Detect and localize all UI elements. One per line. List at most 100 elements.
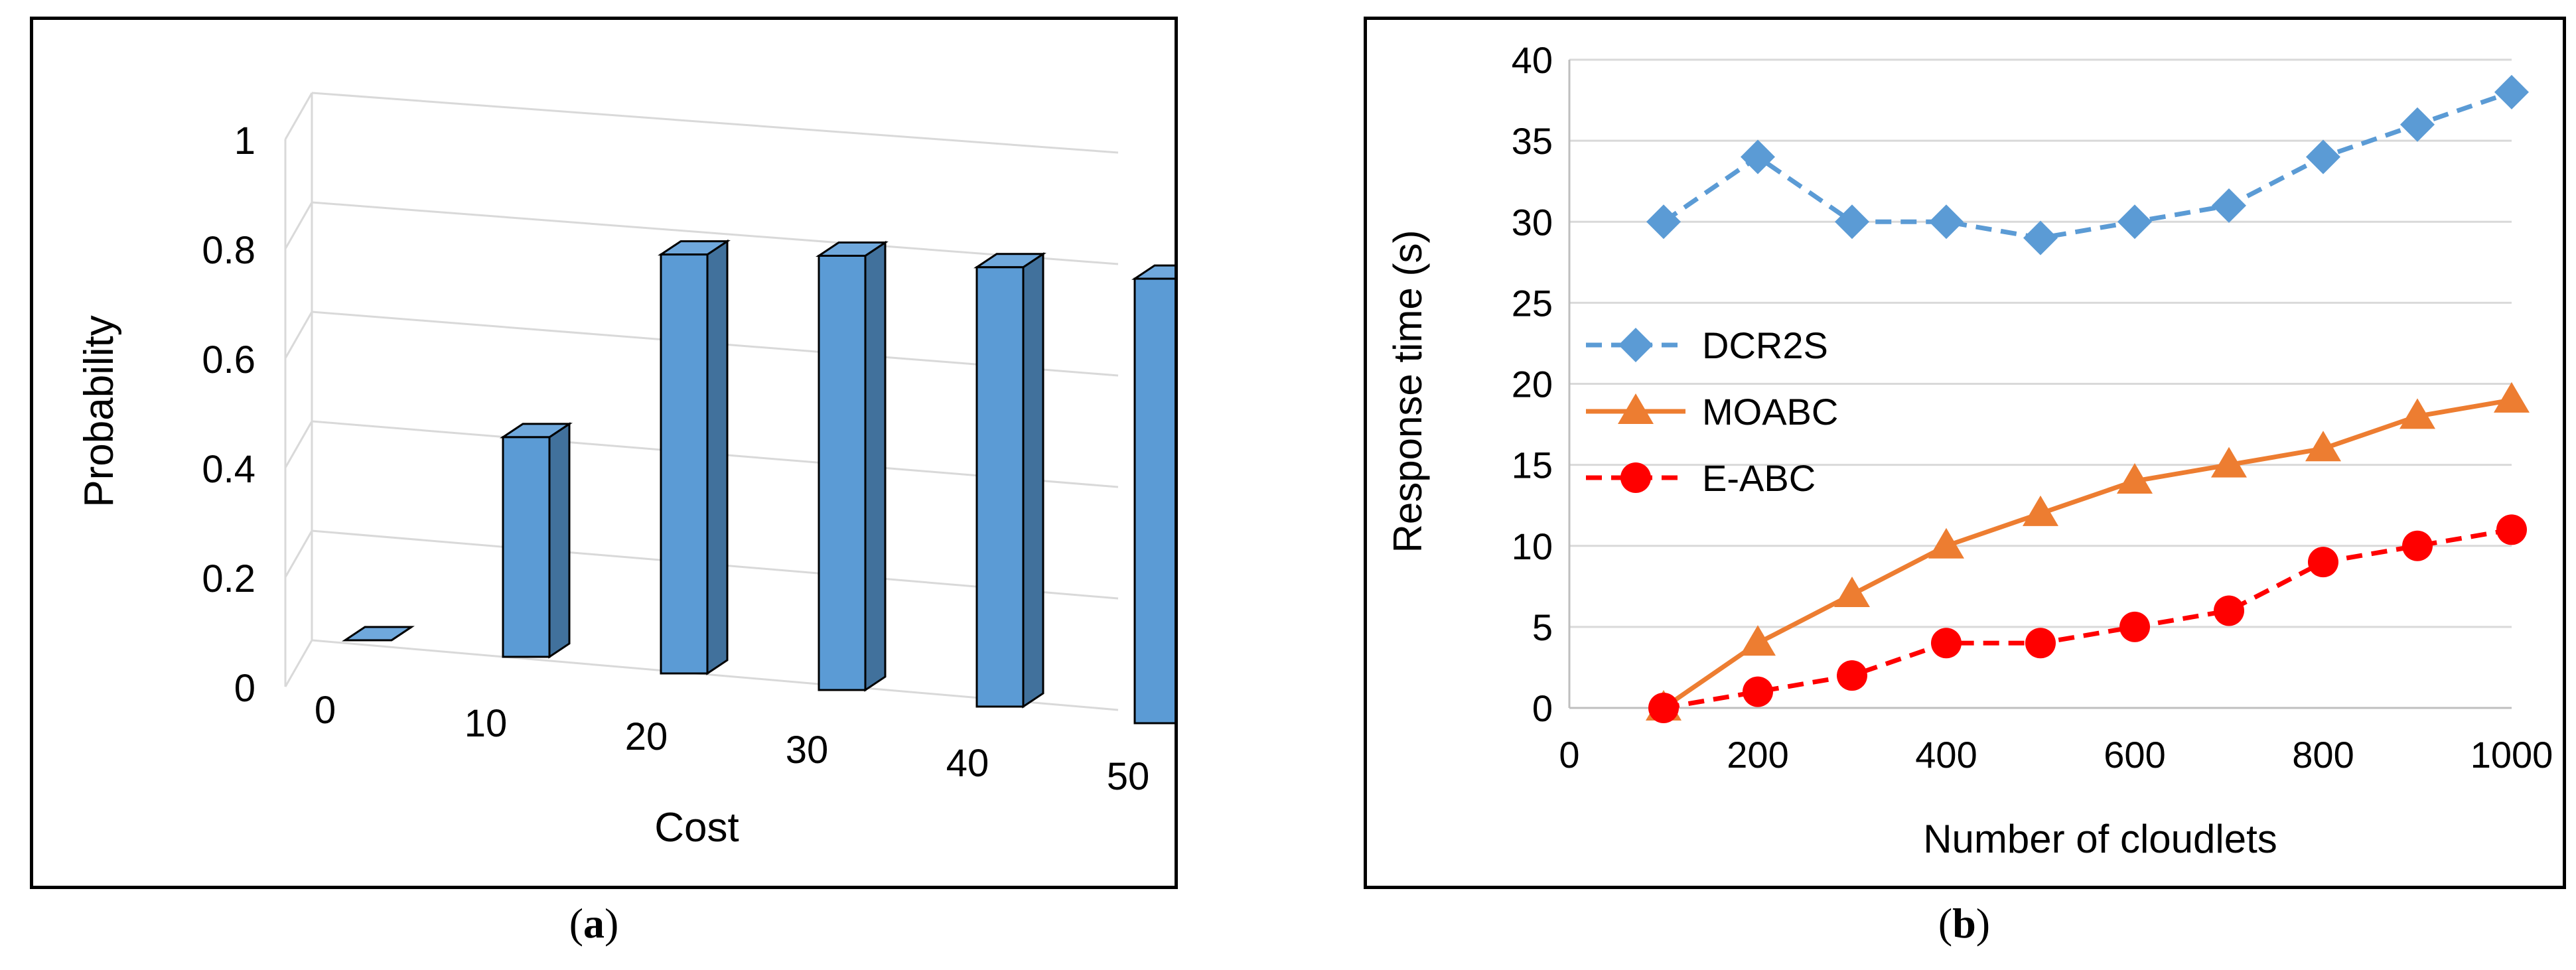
chart-b-y-tick-label: 35	[1512, 120, 1553, 162]
chart-b-x-tick-label: 400	[1915, 734, 1977, 776]
chart-a-x-tick-label: 30	[786, 728, 829, 772]
panel-a-caption-open: (	[569, 900, 583, 947]
chart-b-y-tick-labels: 0 5 10 15 20 25 30 35 40	[1512, 39, 1553, 729]
series-moabc-point	[2494, 381, 2530, 413]
chart-b-x-tick-label: 800	[2292, 734, 2354, 776]
chart-a-bar	[342, 626, 415, 642]
chart-b-x-tick-label: 200	[1727, 734, 1788, 776]
series-e-abc-point	[2025, 628, 2056, 659]
chart-a-bar-top	[342, 626, 415, 642]
chart-b-x-tick-label: 0	[1559, 734, 1579, 776]
chart-a-bar-side	[1022, 251, 1044, 709]
chart-b-y-tick-label: 0	[1532, 687, 1553, 729]
chart-a-y-tick-label: 0.8	[202, 229, 255, 272]
legend-moabc-label: MOABC	[1702, 391, 1838, 433]
series-dcr2s	[1646, 74, 2529, 255]
series-moabc-point	[1928, 527, 1964, 559]
chart-b-y-tick-label: 10	[1512, 525, 1553, 567]
chart-a-y-tick-labels: 0 0.2 0.4 0.6 0.8 1	[202, 119, 255, 710]
series-dcr2s-point	[1646, 204, 1681, 240]
series-e-abc-point	[2402, 530, 2433, 561]
chart-a-bar-side	[706, 239, 729, 675]
chart-a-x-tick-labels: 0 10 20 30 40 50	[315, 689, 1149, 798]
chart-b-y-tick-label: 25	[1512, 282, 1553, 324]
chart-a-bar	[816, 240, 889, 692]
series-dcr2s-line	[1662, 90, 2513, 241]
legend-dcr2s-label: DCR2S	[1702, 324, 1828, 366]
chart-a-y-axis-label: Probability	[76, 315, 122, 507]
chart-b-y-tick-label: 30	[1512, 201, 1553, 243]
chart-a-y-tick-label: 0.4	[202, 448, 255, 491]
legend-e-abc-label: E-ABC	[1702, 457, 1816, 499]
chart-a-side-gridline	[284, 311, 313, 359]
chart-a-x-tick-label: 0	[315, 689, 336, 732]
chart-a-gridline	[311, 201, 1119, 265]
chart-a-bar-side	[548, 422, 571, 659]
series-moabc-point	[2023, 495, 2058, 526]
series-dcr2s-point	[2023, 220, 2058, 255]
chart-a-y-tick-label: 1	[234, 119, 255, 163]
series-moabc-point	[2211, 447, 2247, 478]
chart-b-x-tick-label: 1000	[2470, 734, 2553, 776]
chart-b-y-tick-label: 15	[1512, 445, 1553, 486]
chart-b-panel: 0 5 10 15 20 25 30 35 40 0 200 400 600 800 1000 DCR2S…	[1364, 17, 2566, 889]
chart-a-bar-front	[975, 266, 1025, 708]
series-moabc-point	[1834, 577, 1870, 608]
legend-item-e-abc: E-ABC	[1586, 457, 1816, 499]
series-dcr2s-point	[2306, 139, 2340, 174]
series-moabc-point	[1740, 625, 1776, 656]
series-e-abc-point	[1837, 660, 1867, 691]
chart-a-panel: 0 0.2 0.4 0.6 0.8 1 0 10 20 30 40 50 Cost Probabil…	[30, 17, 1204, 889]
series-e-abc-point	[1931, 628, 1962, 659]
series-moabc-line	[1662, 397, 2512, 710]
series-dcr2s-point	[1835, 204, 1869, 240]
panel-a-caption-close: )	[605, 900, 619, 947]
chart-b-x-axis-label: Number of cloudlets	[1923, 817, 2277, 861]
legend-item-dcr2s: DCR2S	[1586, 324, 1828, 366]
series-e-abc-line	[1663, 527, 2512, 711]
chart-a-y-tick-label: 0.2	[202, 557, 255, 600]
chart-a-x-tick-label: 20	[625, 715, 668, 758]
series-dcr2s-point	[1741, 139, 1775, 174]
chart-a-x-tick-label: 50	[1107, 755, 1150, 798]
series-dcr2s-point	[2400, 107, 2435, 142]
chart-a-bar-front	[660, 253, 709, 675]
series-dcr2s-point	[2117, 204, 2152, 240]
chart-a-bar-front	[818, 255, 867, 691]
series-moabc	[1646, 381, 2530, 721]
chart-a-x-tick-label: 10	[465, 702, 508, 745]
chart-b-y-tick-label: 20	[1512, 364, 1553, 405]
chart-a-gridline	[311, 92, 1119, 154]
chart-a-bar	[1131, 263, 1204, 725]
panel-a-caption-letter: a	[583, 900, 605, 947]
series-e-abc-point	[2119, 611, 2150, 642]
series-e-abc-point	[2308, 547, 2338, 578]
panel-b-caption-open: (	[1938, 900, 1953, 947]
series-e-abc-point	[1648, 693, 1679, 723]
series-dcr2s-point	[2494, 74, 2529, 109]
panel-b-caption: (b)	[1898, 899, 2031, 948]
series-dcr2s-point	[2212, 188, 2246, 223]
chart-a-bar-front	[502, 436, 551, 658]
chart-a-side-gridline	[284, 640, 313, 687]
chart-a-y-tick-label: 0.6	[202, 338, 255, 381]
series-moabc-point	[2305, 431, 2341, 462]
chart-a-side-gridline	[284, 530, 313, 578]
chart-a-y-tick-label: 0	[234, 667, 255, 710]
chart-b-y-tick-label: 40	[1512, 39, 1553, 81]
chart-b-y-axis-label: Response time (s)	[1386, 230, 1430, 553]
panel-b-caption-letter: b	[1952, 900, 1976, 947]
series-e-abc-point	[2496, 514, 2527, 545]
chart-a-x-axis-label: Cost	[654, 805, 739, 851]
chart-a-bar	[500, 422, 573, 659]
legend-moabc-marker	[1618, 393, 1654, 424]
series-moabc-point	[2399, 398, 2435, 429]
chart-b-x-tick-labels: 0 200 400 600 800 1000	[1559, 734, 2553, 776]
chart-b-legend: DCR2S MOABC E-ABC	[1586, 324, 1838, 499]
chart-a-bar-front	[1133, 277, 1182, 725]
panel-a-caption: (a)	[528, 899, 660, 948]
series-dcr2s-point	[1929, 204, 1964, 240]
chart-a-bar-top	[1131, 264, 1204, 280]
chart-b-y-tick-label: 5	[1532, 606, 1553, 648]
chart-a-x-tick-label: 40	[946, 742, 989, 785]
